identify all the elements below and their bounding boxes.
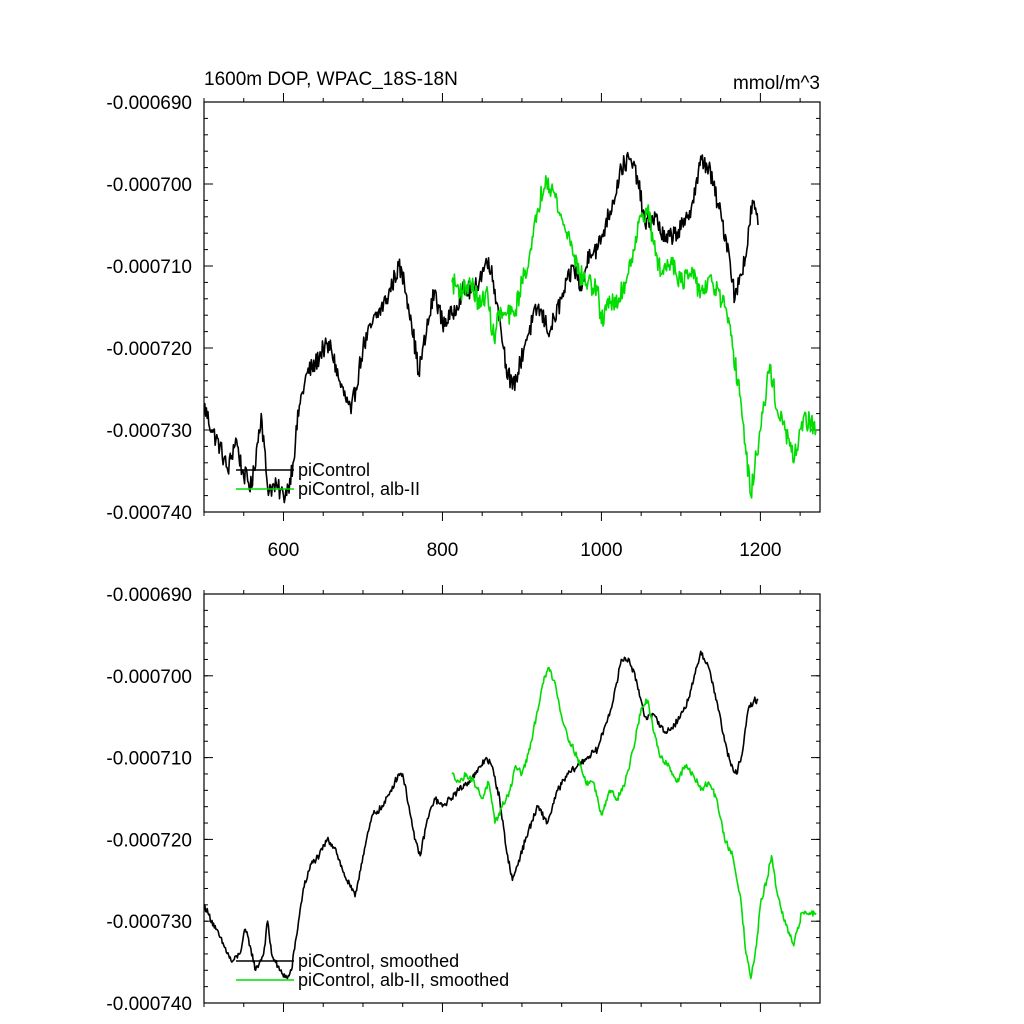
plot-frame [203,593,821,1004]
y-tick-label: -0.000710 [106,749,192,770]
x-tick-label: 1000 [580,540,622,561]
series-line-1 [451,666,817,980]
x-tick-label: 1200 [739,540,781,561]
top-panel: -0.000690 -0.000700 -0.000710 -0.000720 -0.0… [106,69,821,561]
legend-label-1: piControl, alb-II, smoothed [298,970,509,990]
units-label: mmol/m^3 [733,73,820,94]
y-tick-label: -0.000720 [106,339,192,360]
y-tick-label: -0.000720 [106,830,192,851]
y-tick-label: -0.000730 [106,912,192,933]
x-tick-label: 800 [427,540,459,561]
x-tick-label: 600 [268,540,300,561]
plot-frame [203,101,821,513]
y-tick-label: -0.000710 [106,257,192,278]
y-tick-label: -0.000700 [106,667,192,688]
y-tick-label: -0.000740 [106,994,192,1015]
bottom-panel: -0.000690 -0.000700 -0.000710 -0.000720 -0.0… [106,585,821,1015]
legend-label-0: piControl, smoothed [298,951,459,971]
y-tick-label: -0.000690 [106,93,192,114]
legend-label-0: piControl [298,460,370,480]
series-line-0 [204,650,759,980]
y-tick-label: -0.000700 [106,175,192,196]
series-line-1 [451,175,817,499]
y-tick-label: -0.000690 [106,585,192,606]
y-tick-label: -0.000740 [106,503,192,524]
y-tick-label: -0.000730 [106,421,192,442]
series-line-0 [204,151,759,504]
chart-title: 1600m DOP, WPAC_18S-18N [204,69,458,90]
legend-label-1: piControl, alb-II [298,479,420,499]
